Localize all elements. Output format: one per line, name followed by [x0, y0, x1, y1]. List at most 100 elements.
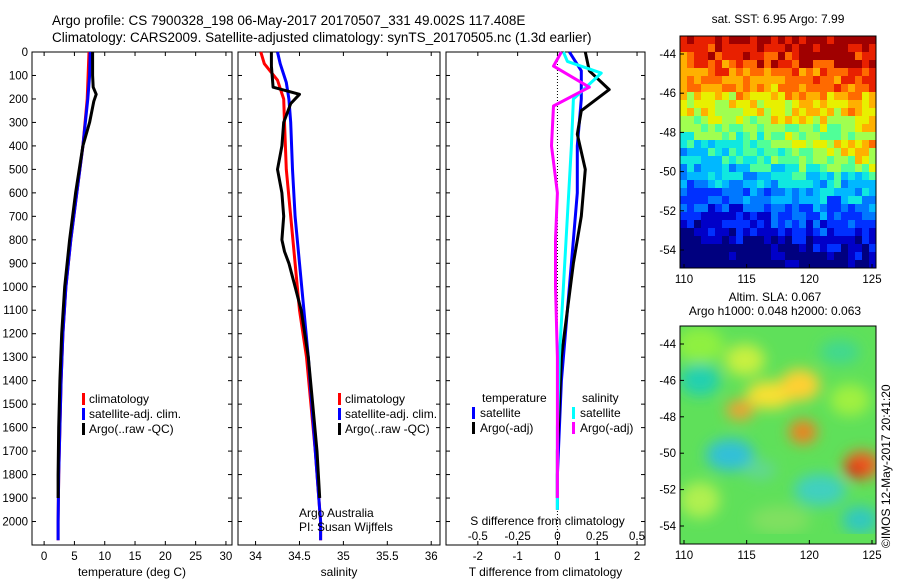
sst-cell [715, 164, 723, 173]
sst-cell [792, 156, 800, 165]
sst-cell [778, 196, 786, 205]
sst-cell [820, 252, 828, 261]
sst-cell [813, 140, 821, 149]
sst-cell [694, 196, 702, 205]
sst-cell [694, 252, 702, 261]
sst-cell [750, 132, 758, 141]
map-y-tick-label: -48 [659, 127, 676, 139]
sst-cell [820, 204, 828, 213]
sst-cell [764, 44, 772, 53]
sst-cell [715, 44, 723, 53]
sst-cell [764, 140, 772, 149]
sst-cell [813, 124, 821, 133]
sst-cell [722, 172, 730, 181]
sst-cell [862, 252, 870, 261]
sst-cell [799, 204, 807, 213]
sst-cell [848, 164, 856, 173]
sst-cell [806, 156, 814, 165]
sst-cell [722, 196, 730, 205]
sst-cell [778, 124, 786, 133]
map-y-tick-label: -48 [659, 412, 676, 424]
sst-cell [750, 156, 758, 165]
sst-cell [792, 204, 800, 213]
sst-cell [799, 220, 807, 229]
sst-cell [715, 140, 723, 149]
sst-cell [736, 196, 744, 205]
sst-cell [785, 36, 793, 45]
sst-cell [834, 116, 842, 125]
sst-cell [820, 68, 828, 77]
sst-cell [848, 116, 856, 125]
sst-cell [708, 244, 716, 253]
sst-cell [764, 204, 772, 213]
sst-cell [715, 92, 723, 101]
sst-cell [841, 36, 849, 45]
sst-cell [701, 52, 709, 61]
sst-cell [806, 188, 814, 197]
sst-cell [715, 156, 723, 165]
figure-title-line1: Argo profile: CS 7900328_198 06-May-2017… [52, 13, 526, 28]
sst-cell [750, 228, 758, 237]
sst-cell [834, 244, 842, 253]
sst-cell [708, 52, 716, 61]
sst-cell [750, 36, 758, 45]
top-x-tick-label: 0 [554, 531, 560, 543]
sst-cell [792, 220, 800, 229]
sst-cell [827, 260, 835, 268]
sst-cell [736, 60, 744, 69]
sst-cell [736, 228, 744, 237]
legend-label: Argo(..raw -QC) [89, 422, 174, 436]
sst-cell [785, 140, 793, 149]
figure-title-line2: Climatology: CARS2009. Satellite-adjuste… [52, 30, 592, 45]
sst-cell [750, 172, 758, 181]
sst-cell [757, 180, 765, 189]
sst-cell [729, 180, 737, 189]
sst-cell [848, 220, 856, 229]
sst-cell [827, 188, 835, 197]
sst-cell [750, 68, 758, 77]
sst-cell [722, 76, 730, 85]
sst-cell [757, 60, 765, 69]
sst-cell [820, 188, 828, 197]
sst-cell [750, 236, 758, 245]
sst-cell [778, 260, 786, 268]
sst-cell [785, 244, 793, 253]
sst-cell [848, 212, 856, 221]
sst-cell [764, 212, 772, 221]
sst-cell [834, 220, 842, 229]
sst-cell [820, 52, 828, 61]
sst-cell [708, 100, 716, 109]
x-tick-label: 34.5 [288, 551, 310, 563]
sst-cell [764, 244, 772, 253]
sst-cell [715, 108, 723, 117]
sst-cell [701, 188, 709, 197]
sst-cell [834, 108, 842, 117]
sst-cell [708, 116, 716, 125]
sst-cell [869, 100, 876, 109]
sst-cell [778, 204, 786, 213]
map-y-tick-label: -54 [659, 245, 676, 257]
x-tick-label: 35 [337, 551, 350, 563]
sst-cell [764, 220, 772, 229]
sst-cell [701, 172, 709, 181]
sst-cell [757, 196, 765, 205]
sst-cell [827, 52, 835, 61]
sst-cell [680, 180, 688, 189]
map-x-tick-label: 125 [862, 550, 881, 562]
series-line [550, 51, 591, 498]
sst-cell [848, 180, 856, 189]
sst-cell [771, 148, 779, 157]
sst-cell [792, 132, 800, 141]
sst-cell [869, 196, 876, 205]
sst-cell [708, 236, 716, 245]
sst-cell [792, 148, 800, 157]
sst-cell [848, 92, 856, 101]
map-x-tick-label: 115 [737, 550, 755, 562]
sst-cell [687, 60, 695, 69]
sst-cell [701, 260, 709, 268]
sst-cell [680, 108, 688, 117]
sst-cell [827, 212, 835, 221]
sst-cell [715, 204, 723, 213]
sst-cell [764, 84, 772, 93]
sst-cell [694, 68, 702, 77]
